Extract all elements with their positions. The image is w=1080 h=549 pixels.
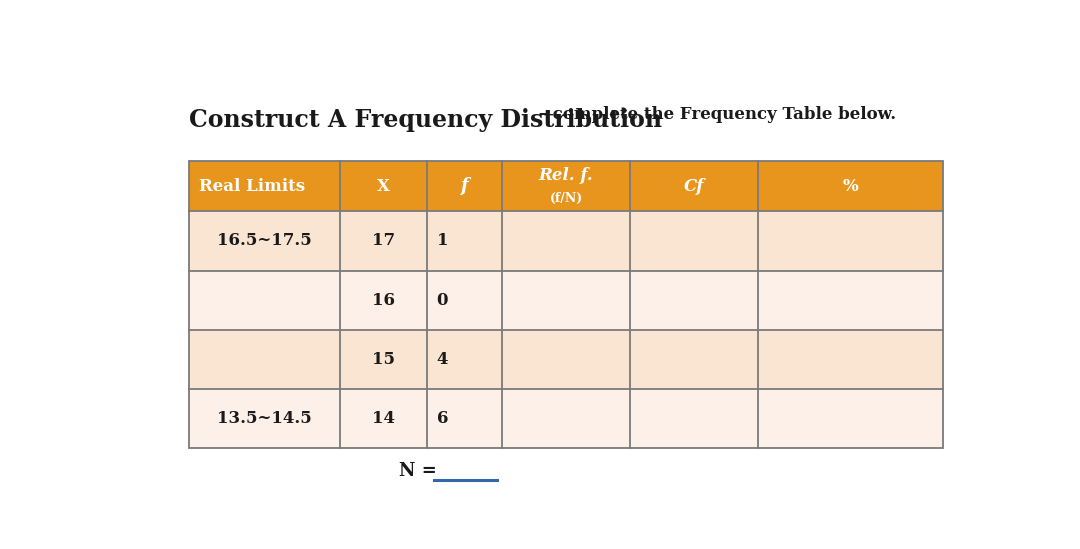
Text: (f/N): (f/N) xyxy=(550,192,583,205)
Text: Rel. f.: Rel. f. xyxy=(539,167,593,184)
Text: 13.5~14.5: 13.5~14.5 xyxy=(217,410,312,427)
Text: – complete the Frequency Table below.: – complete the Frequency Table below. xyxy=(534,106,896,123)
Text: 4: 4 xyxy=(436,351,448,368)
Text: 0: 0 xyxy=(436,292,448,309)
Text: 17: 17 xyxy=(372,232,395,249)
Text: Construct A Frequency Distribution: Construct A Frequency Distribution xyxy=(189,108,662,132)
Text: Real Limits: Real Limits xyxy=(200,178,306,195)
Text: 16.5~17.5: 16.5~17.5 xyxy=(217,232,312,249)
Text: X: X xyxy=(377,178,390,195)
Text: %: % xyxy=(842,178,859,195)
Text: 14: 14 xyxy=(372,410,395,427)
Text: 1: 1 xyxy=(436,232,448,249)
Text: 15: 15 xyxy=(372,351,395,368)
Text: f: f xyxy=(460,177,469,195)
Text: N =: N = xyxy=(399,462,436,480)
Text: 6: 6 xyxy=(436,410,448,427)
Text: Cf: Cf xyxy=(684,178,704,195)
Text: 16: 16 xyxy=(372,292,395,309)
